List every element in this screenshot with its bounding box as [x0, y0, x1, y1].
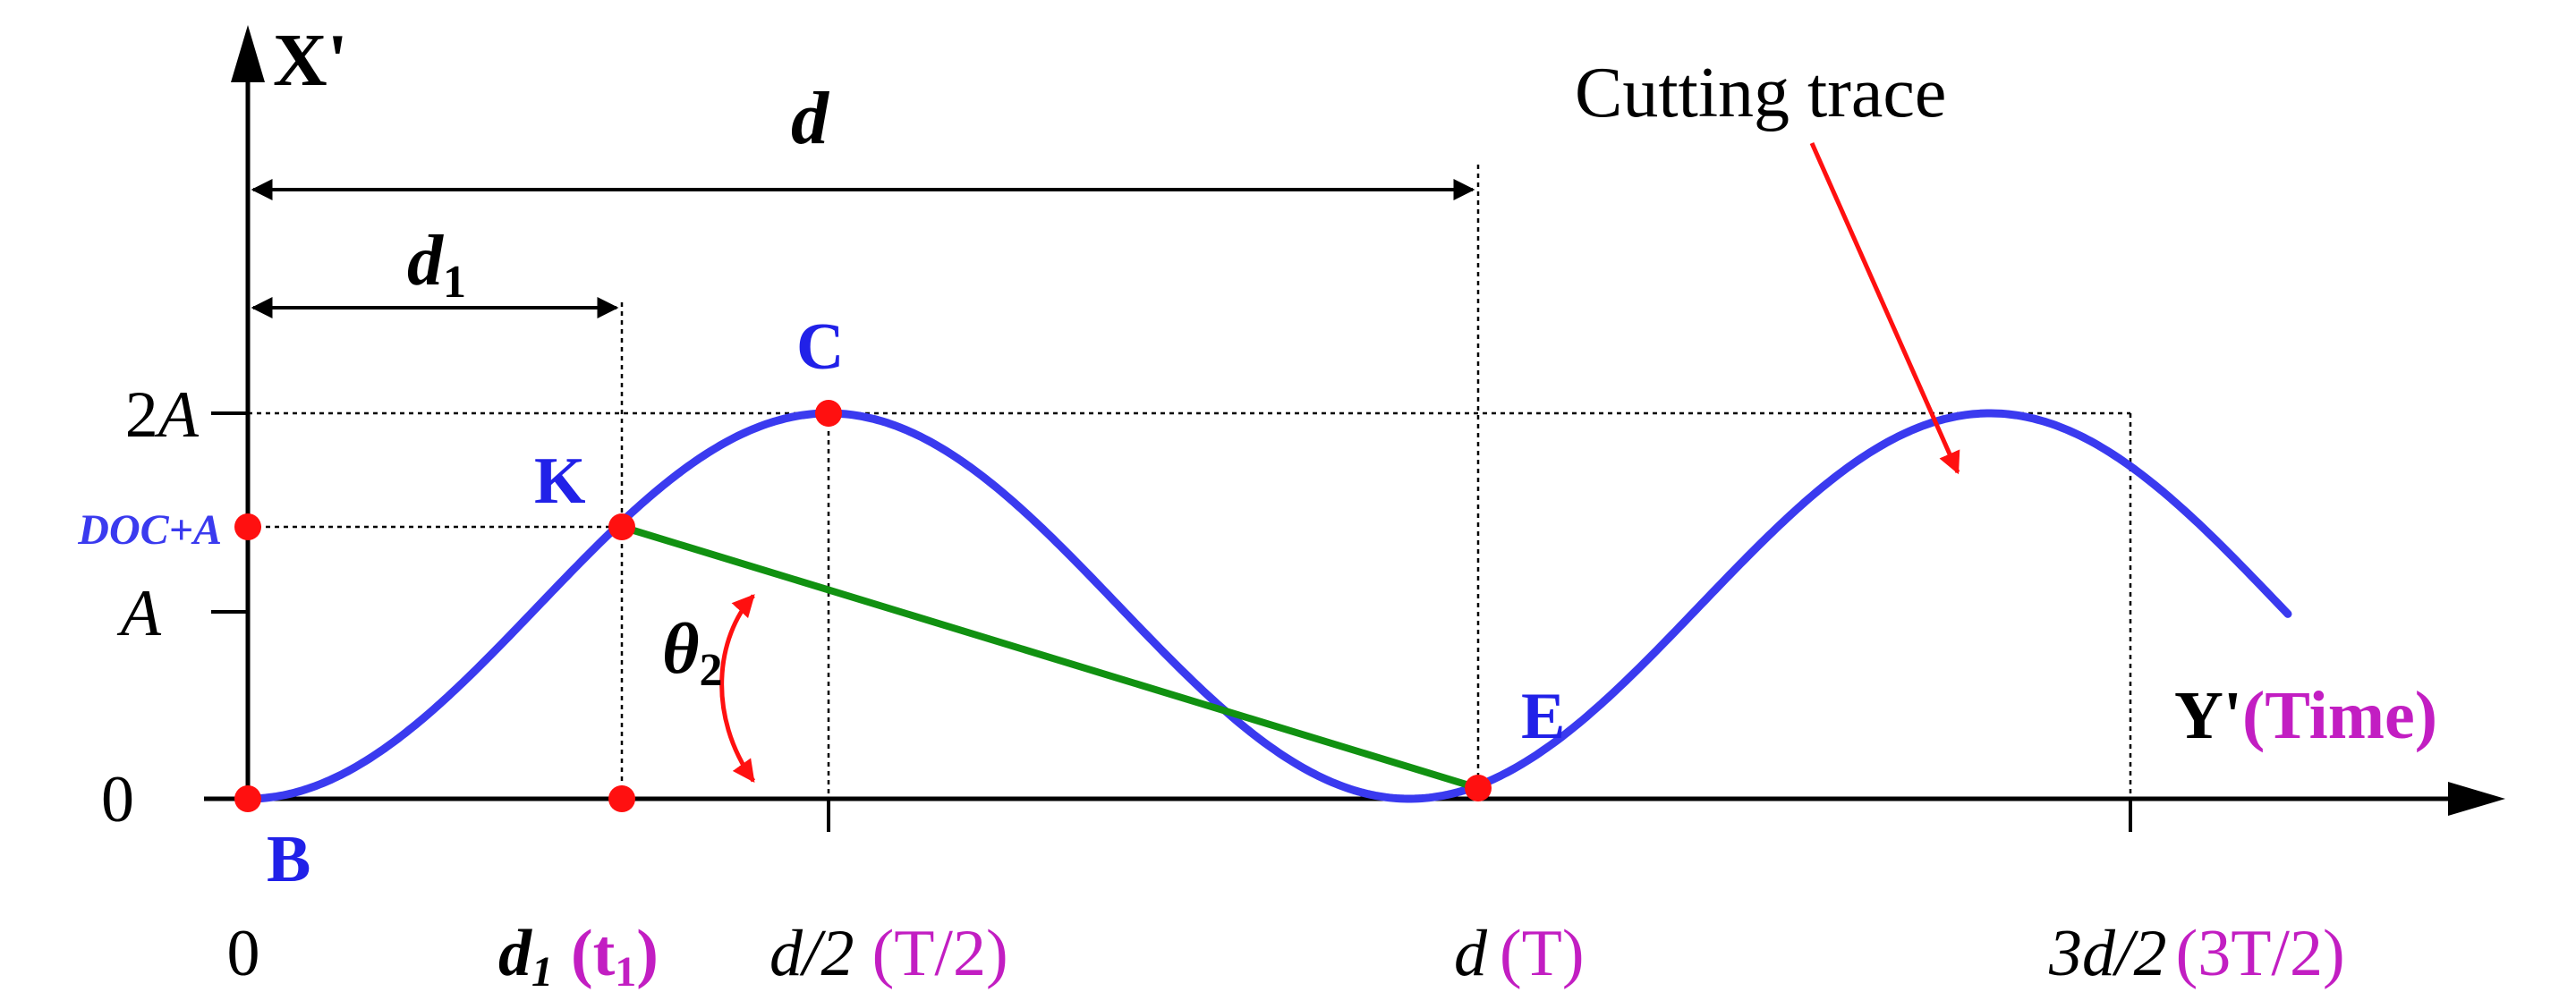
point-k-marker	[608, 513, 635, 540]
x-tick-half-t-text: (T/2)	[872, 917, 1008, 990]
x-tick-d1-letter: d	[498, 917, 532, 990]
x-tick-label-d: d (T)	[1454, 917, 1585, 990]
x-tick-label-d1: d1 (t1)	[498, 917, 659, 992]
x-tick-half-d-text: d/2	[769, 917, 854, 990]
chord-k-to-e	[620, 523, 1480, 792]
x-tick-d1-sub: 1	[531, 948, 553, 992]
x-tick-three-half-d-text: 3d/2	[2048, 917, 2167, 990]
x-tick-label-half-d: d/2 (T/2)	[769, 917, 1008, 990]
x-tick-d-text: d	[1454, 917, 1488, 990]
y-tick-label-zero: 0	[101, 763, 134, 836]
x-tick-label-zero: 0	[227, 917, 260, 990]
point-c-marker	[815, 400, 842, 427]
point-e-marker	[1465, 775, 1492, 801]
x-tick-t1-close: )	[636, 917, 659, 990]
dimension-d1-label: d1	[407, 222, 466, 308]
y-tick-2a-letter: A	[154, 378, 200, 452]
dimension-d1-letter: d	[407, 222, 444, 301]
y-tick-label-doc-plus-a: DOC+A	[77, 506, 222, 554]
point-label-c: C	[796, 310, 844, 384]
angle-theta-sub: 2	[700, 645, 723, 696]
dimension-d1-sub: 1	[443, 257, 466, 308]
angle-theta2-arc	[719, 594, 756, 784]
angle-theta-letter: θ	[662, 610, 700, 689]
y-tick-label-2a: 2A	[125, 378, 200, 452]
x-axis-arrowhead	[2448, 782, 2505, 816]
cutting-trace-pointer	[1809, 141, 1960, 475]
x-tick-t1-sub: 1	[615, 948, 636, 992]
x-tick-three-half-t-text: (3T/2)	[2176, 917, 2345, 990]
x-axis-label-suffix: (Time)	[2242, 678, 2437, 753]
guide-lines	[248, 165, 2132, 799]
x-axis-label: Y'(Time)	[2174, 678, 2437, 753]
y-tick-2a-digit: 2	[125, 378, 158, 452]
dimension-d-label: d	[791, 77, 830, 160]
y-axis-arrowhead	[231, 25, 265, 82]
x-tick-label-three-half-d: 3d/2 (3T/2)	[2048, 917, 2345, 990]
x-axis-label-main: Y'	[2174, 678, 2242, 753]
angle-theta2-label: θ2	[662, 610, 723, 696]
point-doc-axis-marker	[234, 513, 261, 540]
point-d1-axis-marker	[608, 785, 635, 812]
y-axis-label: X'	[273, 19, 348, 102]
cutting-trace-curve	[243, 409, 2292, 803]
y-tick-label-a: A	[116, 577, 162, 650]
point-label-k: K	[534, 445, 586, 518]
point-label-b: B	[267, 823, 310, 896]
x-tick-t1-open: (t	[571, 917, 616, 990]
cutting-trace-label: Cutting trace	[1575, 54, 1946, 132]
point-markers	[234, 400, 1492, 812]
axes	[204, 25, 2505, 832]
point-b-marker	[234, 785, 261, 812]
point-label-e: E	[1521, 680, 1565, 753]
x-tick-t-text: (T)	[1500, 917, 1585, 990]
dimension-arrows	[251, 179, 1475, 318]
